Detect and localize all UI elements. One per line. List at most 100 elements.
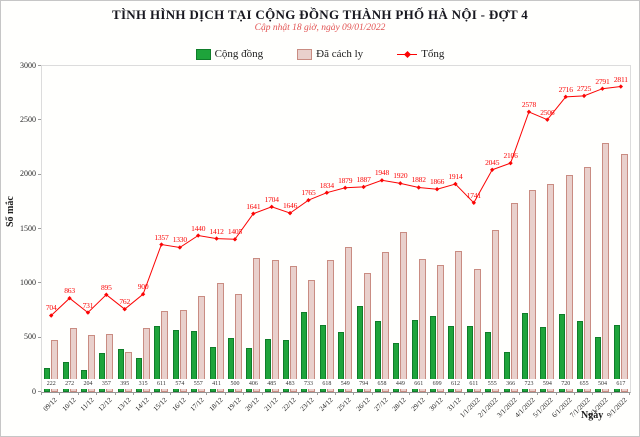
total-point-marker <box>563 94 568 100</box>
bar-quarantined <box>345 247 353 392</box>
legend-label: Đã cách ly <box>316 48 364 60</box>
total-value-label: 1914 <box>448 172 463 181</box>
total-point-marker <box>48 313 54 318</box>
community-value-label: 485 <box>263 379 281 389</box>
community-value-label: 272 <box>61 379 79 389</box>
bar-quarantined <box>271 259 279 392</box>
bar-community <box>338 332 345 392</box>
bar-quarantined <box>253 257 261 392</box>
total-value-label: 1357 <box>154 232 169 242</box>
community-value-label: 733 <box>299 379 317 389</box>
bar-community <box>393 343 400 392</box>
total-value-label: 1330 <box>172 235 187 245</box>
total-value-label: 1920 <box>393 171 408 181</box>
bar-community <box>521 313 528 392</box>
total-value-label: 2725 <box>576 83 592 93</box>
x-tick-mark <box>261 392 263 395</box>
community-value-label: 395 <box>116 379 134 389</box>
legend-line-marker-icon <box>397 50 418 59</box>
bar-community <box>246 347 253 392</box>
community-value-label: 315 <box>134 379 152 389</box>
total-value-label: 1412 <box>209 226 224 236</box>
community-value-label: 723 <box>520 379 538 389</box>
bar-quarantined <box>143 328 151 392</box>
bar-quarantined <box>124 352 132 392</box>
x-axis-title: Ngày <box>581 410 604 421</box>
bar-community <box>136 357 143 392</box>
bar-quarantined <box>69 327 77 392</box>
bar-quarantined <box>510 202 518 392</box>
x-tick-mark <box>151 392 153 395</box>
bar-community <box>613 324 620 392</box>
x-tick-mark <box>518 392 520 395</box>
total-point-marker <box>195 233 201 238</box>
legend: Cộng đồng Đã cách ly Tổng <box>1 46 639 62</box>
total-point-marker <box>361 184 366 190</box>
bar-community <box>430 316 437 392</box>
bar-quarantined <box>234 293 242 392</box>
total-line <box>50 86 621 316</box>
bar-quarantined <box>106 333 114 392</box>
bar-community <box>99 353 106 392</box>
x-tick-mark <box>537 392 539 395</box>
y-tick-label: 0 <box>32 386 36 396</box>
total-value-label: 2811 <box>613 74 628 84</box>
x-tick-mark <box>390 392 392 395</box>
total-value-label: 2106 <box>503 151 518 161</box>
total-point-marker <box>508 160 513 166</box>
community-value-label: 612 <box>446 379 464 389</box>
total-value-label: 1882 <box>411 175 426 185</box>
total-value-label: 731 <box>82 300 94 310</box>
bar-quarantined <box>363 273 371 392</box>
total-value-label: 2578 <box>521 99 537 109</box>
bar-community <box>503 352 510 392</box>
bar-quarantined <box>216 283 224 392</box>
bar-community <box>62 362 69 392</box>
bar-quarantined <box>547 184 555 392</box>
community-value-label: 557 <box>189 379 207 389</box>
total-value-label: 1834 <box>319 180 334 190</box>
total-point-marker <box>122 306 127 312</box>
bar-community <box>558 313 565 392</box>
bar-quarantined <box>528 190 536 392</box>
total-value-label: 2791 <box>595 76 610 86</box>
bar-community <box>172 329 179 392</box>
x-tick-mark <box>188 392 189 395</box>
plot-area: 222 704 272 863 204 731 357 895 395 762 315 900 611 1… <box>41 65 631 393</box>
y-tick-mark <box>38 65 41 66</box>
x-tick-mark <box>169 392 171 395</box>
total-point-marker <box>324 190 330 195</box>
y-tick-mark <box>38 282 41 284</box>
legend-label: Tổng <box>421 48 445 60</box>
total-value-label: 2716 <box>558 84 573 94</box>
total-point-marker <box>287 210 293 216</box>
bar-community <box>466 325 473 392</box>
community-value-label: 617 <box>612 379 630 389</box>
x-tick-mark <box>77 392 79 395</box>
community-value-label: 222 <box>42 379 60 389</box>
bar-community <box>117 349 124 392</box>
community-value-label: 366 <box>502 379 520 389</box>
total-value-label: 1405 <box>227 227 243 237</box>
x-tick-mark <box>224 392 226 395</box>
x-tick-mark <box>279 392 281 395</box>
total-point-marker <box>379 178 385 183</box>
total-value-label: 863 <box>64 286 75 296</box>
bar-community <box>448 325 455 392</box>
x-tick-mark <box>482 392 483 395</box>
x-tick-mark <box>610 392 612 395</box>
community-value-label: 655 <box>575 379 593 389</box>
total-point-marker <box>251 211 256 216</box>
total-point-marker <box>104 292 109 297</box>
total-point-marker <box>67 296 72 301</box>
bar-quarantined <box>326 259 334 392</box>
total-value-label: 704 <box>45 303 57 313</box>
x-tick-mark <box>353 392 355 395</box>
x-tick-mark <box>59 392 61 395</box>
legend-item-series: Đã cách ly <box>297 48 363 60</box>
bar-community <box>374 320 381 392</box>
bar-community <box>191 331 198 392</box>
bar-community <box>283 339 290 392</box>
y-tick-label: 500 <box>24 332 36 342</box>
total-point-marker <box>269 204 274 210</box>
